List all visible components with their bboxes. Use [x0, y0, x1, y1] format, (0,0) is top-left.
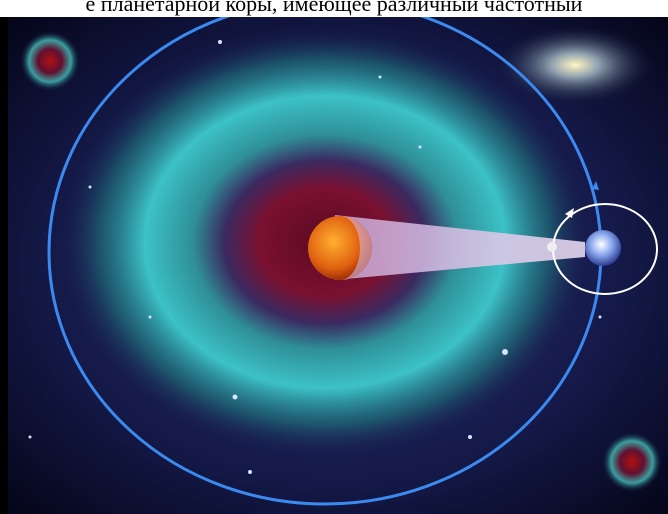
illustration: [0, 17, 668, 514]
moon: [547, 242, 557, 252]
stars: [28, 40, 602, 474]
earth: [585, 230, 621, 266]
shadow-cone: [335, 215, 585, 280]
caption: е планетарной коры, имеющее различный ча…: [85, 0, 583, 16]
galaxy: [495, 25, 655, 105]
arrow: [565, 208, 574, 218]
sun: [308, 216, 372, 280]
small-nebula: [20, 31, 80, 91]
arrow: [592, 181, 599, 190]
small-nebula: [602, 432, 662, 492]
cone-cap: [340, 216, 372, 280]
